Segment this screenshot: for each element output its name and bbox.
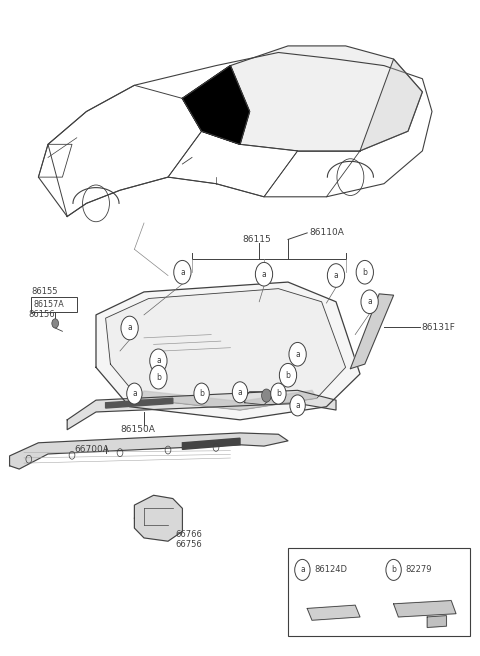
Polygon shape (327, 161, 373, 177)
Polygon shape (139, 390, 317, 410)
Polygon shape (73, 188, 119, 203)
Text: 66700A: 66700A (74, 445, 109, 454)
Polygon shape (106, 398, 173, 408)
Text: 86157A: 86157A (34, 300, 64, 309)
Text: 82279: 82279 (406, 565, 432, 575)
Text: b: b (362, 268, 367, 277)
Text: a: a (300, 565, 305, 575)
Circle shape (356, 260, 373, 284)
Text: a: a (295, 401, 300, 410)
Polygon shape (394, 601, 456, 617)
Polygon shape (182, 46, 422, 151)
Circle shape (327, 264, 345, 287)
Polygon shape (307, 605, 360, 621)
Text: a: a (132, 389, 137, 398)
Circle shape (174, 260, 191, 284)
Circle shape (194, 383, 209, 404)
Polygon shape (350, 294, 394, 369)
Text: a: a (367, 297, 372, 306)
Circle shape (232, 382, 248, 403)
Text: 86156: 86156 (29, 310, 55, 319)
Circle shape (127, 383, 142, 404)
Text: a: a (127, 323, 132, 333)
Polygon shape (134, 495, 182, 541)
Text: a: a (156, 356, 161, 365)
Circle shape (386, 560, 401, 581)
Text: a: a (238, 388, 242, 397)
Text: a: a (334, 271, 338, 280)
Circle shape (295, 560, 310, 581)
Text: 66766: 66766 (175, 530, 202, 539)
Circle shape (52, 319, 59, 328)
Circle shape (279, 363, 297, 387)
Text: b: b (286, 371, 290, 380)
Text: 66756: 66756 (175, 540, 202, 549)
Text: a: a (262, 270, 266, 279)
Circle shape (262, 389, 271, 402)
Circle shape (289, 342, 306, 366)
Text: b: b (156, 373, 161, 382)
Circle shape (150, 349, 167, 373)
Polygon shape (10, 433, 288, 469)
Circle shape (290, 395, 305, 416)
Polygon shape (182, 438, 240, 449)
Polygon shape (67, 390, 336, 430)
Text: 86131F: 86131F (421, 323, 456, 333)
Polygon shape (360, 59, 422, 151)
Polygon shape (182, 66, 250, 144)
Text: a: a (180, 268, 185, 277)
Text: 86110A: 86110A (310, 228, 345, 237)
Text: 86115: 86115 (242, 235, 271, 244)
Circle shape (121, 316, 138, 340)
Text: b: b (276, 389, 281, 398)
Circle shape (150, 365, 167, 389)
Circle shape (255, 262, 273, 286)
Text: b: b (199, 389, 204, 398)
Text: 86155: 86155 (31, 287, 58, 297)
Text: b: b (391, 565, 396, 575)
Polygon shape (106, 289, 346, 410)
Polygon shape (96, 282, 360, 420)
Text: 86124D: 86124D (314, 565, 348, 575)
Circle shape (271, 383, 286, 404)
FancyBboxPatch shape (288, 548, 470, 636)
Circle shape (361, 290, 378, 314)
Text: a: a (295, 350, 300, 359)
Polygon shape (427, 615, 446, 628)
Text: 86150A: 86150A (120, 425, 155, 434)
